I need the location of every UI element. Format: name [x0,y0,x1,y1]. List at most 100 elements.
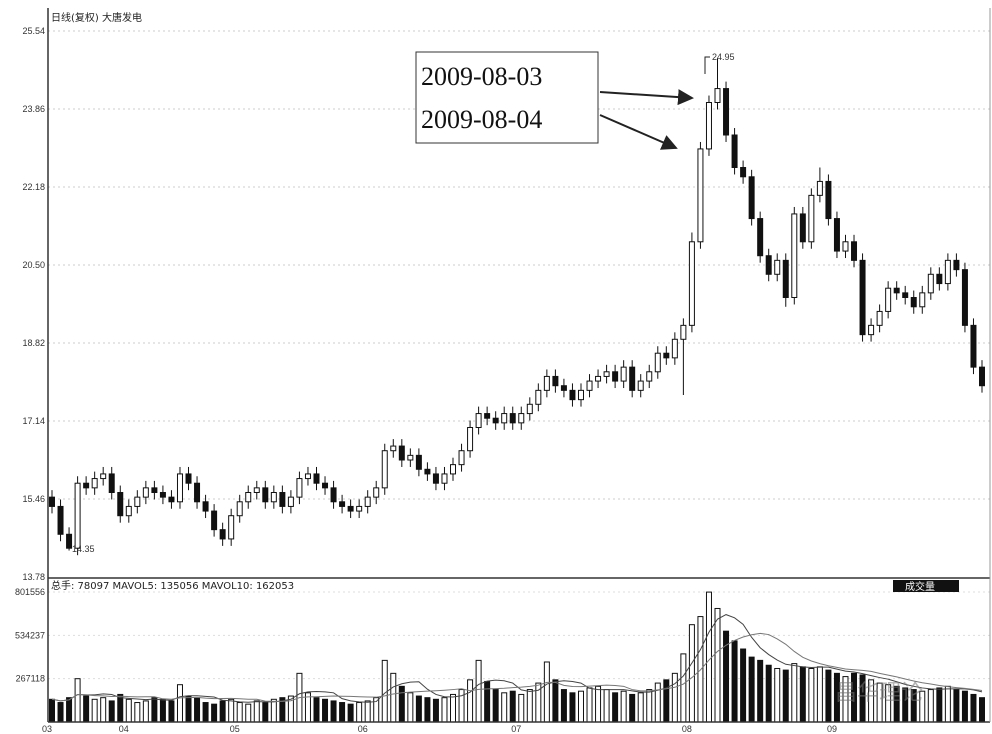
volume-bar [671,672,678,723]
candle-body [117,492,124,517]
y-tick-label: 25.54 [22,26,45,36]
volume-bar [569,692,576,723]
candle-body [151,487,158,494]
candle-body [484,413,491,419]
candle-body [927,273,934,294]
volume-bar [168,700,175,723]
volume-bar [313,697,320,723]
candle-body [475,413,482,429]
mavol5-line [51,614,983,703]
low-label: 14.35 [72,544,95,554]
candle-body [731,134,738,168]
volume-bar [475,659,482,723]
volume-bar [424,697,431,723]
candle-body [765,255,772,275]
volume-bar [663,679,670,723]
candle-body [961,269,968,326]
volume-bar [270,698,277,723]
volume-bar [253,700,260,723]
volume-bar [49,698,55,723]
volume-bar [748,656,755,723]
candle-body [543,375,550,391]
volume-bar [151,697,158,723]
candle-body [424,468,431,475]
candle-body [415,454,422,470]
candle-body [57,505,64,535]
candle-body [518,413,525,424]
candle-body [100,473,107,480]
volume-bar [185,695,192,723]
x-tick-label: 07 [511,724,521,734]
volume-bar [816,666,823,723]
candle-body [970,324,977,368]
volume-indicator-button[interactable] [893,580,959,592]
candle-body [671,338,678,359]
volume-ma-lines [51,614,983,703]
candle-body [509,413,516,424]
candles [49,58,985,556]
annotation-date-1: 2009-08-03 [421,62,542,91]
candle-body [612,371,619,382]
candle-body [176,473,183,503]
candle-body [398,445,405,461]
volume-bar [646,689,653,723]
candle-body [339,501,346,507]
candle-body [66,533,73,549]
candle-body [782,259,789,299]
candle-body [245,492,252,503]
candle-body [757,218,764,257]
candle-body [714,88,721,103]
candle-body [910,297,917,308]
chart-title: 日线(复权) 大唐发电 [51,11,142,24]
candle-body [313,473,320,484]
candle-body [663,352,670,359]
candle-body [74,482,81,549]
candle-body [194,482,201,503]
candle-body [697,148,704,243]
volume-bar [83,695,90,723]
volume-bar [356,702,363,723]
volume-bar [654,682,661,723]
candle-body [253,487,260,494]
volume-bar [66,697,73,723]
volume-bar [381,659,388,723]
volume-bar [808,667,815,723]
volume-tick-label: 267118 [16,674,45,684]
high-label: 24.95 [712,52,735,62]
y-tick-label: 13.78 [22,572,45,582]
candle-body [279,492,286,507]
candle-body [868,324,875,336]
volume-indicator-label: 成交量 [905,580,935,593]
candle-body [637,380,644,391]
volume-bar [637,692,644,723]
volume-bar [799,666,806,723]
volume-bar [364,700,371,723]
candle-body [219,529,226,540]
candle-body [944,259,951,285]
candle-body [620,366,627,382]
volume-bar [108,700,115,723]
volume-bar [586,687,593,723]
volume-bar [339,702,346,723]
volume-bar [560,689,567,723]
candle-body [347,505,354,512]
candle-body [842,241,849,252]
candle-body [893,287,900,294]
volume-bar [245,703,252,723]
y-tick-label: 17.14 [22,416,45,426]
annotation-box [415,51,599,144]
volume-bar [262,702,269,723]
candle-body [287,496,294,507]
volume-bar [688,624,695,723]
candle-body [159,492,166,498]
candle-body [262,487,269,503]
y-tick-label: 15.46 [22,494,45,504]
candle-body [885,287,892,312]
volume-bar [236,702,243,723]
volume-bar [603,689,610,723]
candle-body [825,180,832,220]
volume-bar [612,692,619,723]
candle-body [654,352,661,373]
volume-bar [211,703,218,723]
